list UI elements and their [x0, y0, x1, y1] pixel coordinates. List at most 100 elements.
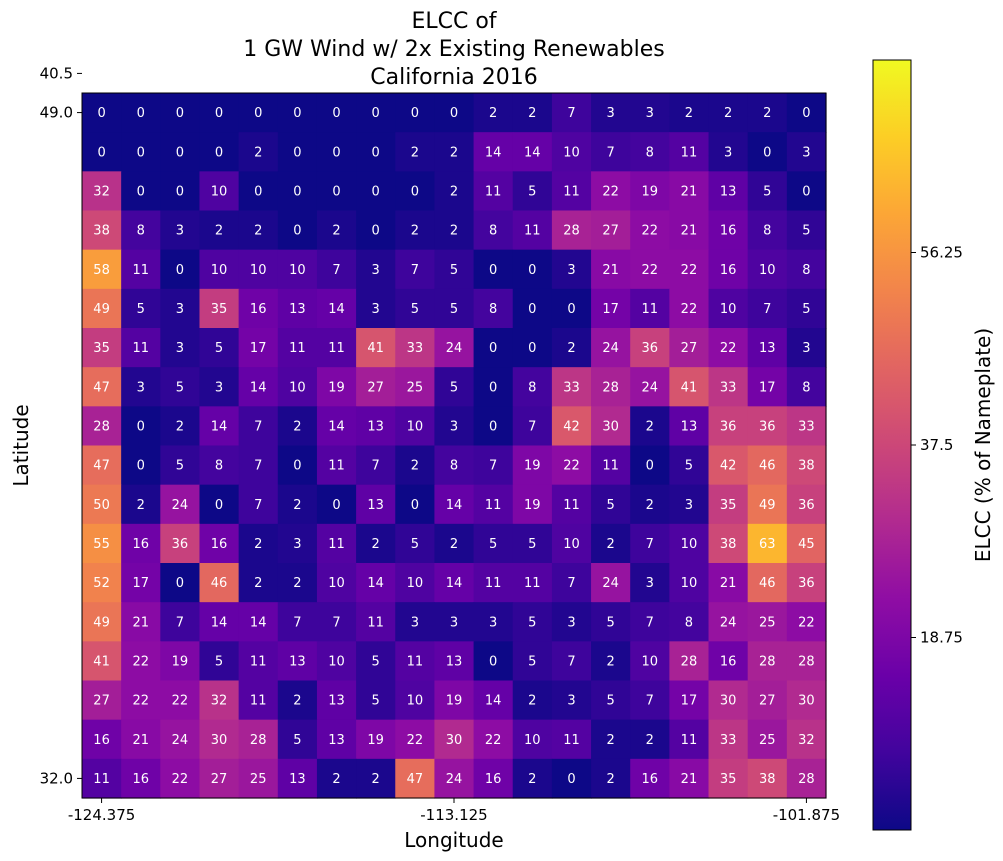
heatmap-cell: [160, 641, 201, 682]
cell-value-label: 13: [759, 341, 776, 356]
heatmap-cell: [708, 132, 749, 172]
heatmap-cell: [747, 563, 788, 603]
cell-value-label: 8: [137, 224, 145, 239]
cell-value-label: 2: [411, 224, 419, 239]
heatmap-cell: [395, 249, 436, 290]
cell-value-label: 10: [720, 302, 737, 317]
heatmap-cell: [277, 171, 318, 212]
heatmap-cell: [199, 641, 240, 682]
heatmap-cell: [277, 680, 318, 721]
cell-value-label: 2: [254, 224, 262, 239]
heatmap-cell: [747, 758, 788, 799]
cell-value-label: 22: [172, 694, 189, 709]
cell-value-label: 11: [485, 576, 502, 591]
heatmap-cell: [747, 680, 788, 721]
heatmap-cell: [316, 484, 357, 525]
heatmap-cell: [395, 367, 436, 407]
heatmap-cell: [591, 288, 631, 329]
cell-value-label: 0: [802, 106, 810, 121]
heatmap-cell: [473, 719, 514, 760]
heatmap-cell: [669, 93, 710, 133]
cell-value-label: 10: [328, 654, 345, 669]
heatmap-cell: [630, 171, 670, 212]
cell-value-label: 5: [411, 537, 419, 552]
heatmap-cell: [630, 210, 670, 251]
cell-value-label: 38: [720, 537, 737, 552]
cell-value-label: 3: [450, 615, 458, 630]
cell-value-label: 0: [293, 145, 301, 160]
cell-value-label: 5: [802, 302, 810, 317]
heatmap-cell: [512, 563, 553, 603]
heatmap-cell: [591, 406, 631, 447]
heatmap-cell: [160, 484, 201, 525]
cell-value-label: 0: [176, 263, 184, 278]
cell-value-label: 3: [567, 694, 575, 709]
cell-value-label: 14: [524, 145, 541, 160]
cell-value-label: 3: [567, 263, 575, 278]
heatmap-cell: [356, 171, 396, 212]
heatmap-cell: [356, 328, 396, 368]
heatmap-cell: [121, 445, 161, 486]
heatmap-cell: [786, 758, 827, 799]
cell-value-label: 14: [328, 302, 345, 317]
heatmap-cell: [669, 406, 710, 447]
heatmap-cell: [395, 328, 436, 368]
cell-value-label: 0: [293, 184, 301, 199]
cell-value-label: 16: [642, 772, 659, 787]
heatmap-cell: [160, 719, 201, 760]
cell-value-label: 19: [367, 733, 384, 748]
cell-value-label: 52: [93, 576, 110, 591]
heatmap-cell: [277, 406, 318, 447]
cell-value-label: 2: [489, 106, 497, 121]
cell-value-label: 0: [176, 576, 184, 591]
heatmap-cell: [669, 328, 710, 368]
cell-value-label: 11: [328, 459, 345, 474]
cell-value-label: 13: [681, 419, 698, 434]
heatmap-cell: [82, 406, 122, 447]
cell-value-label: 8: [215, 459, 223, 474]
heatmap-cell: [160, 563, 201, 603]
cell-value-label: 7: [372, 459, 380, 474]
cell-value-label: 7: [646, 694, 654, 709]
heatmap-cell: [356, 641, 396, 682]
heatmap-cell: [630, 132, 670, 172]
cell-value-label: 28: [798, 654, 815, 669]
cell-value-label: 10: [211, 184, 228, 199]
heatmap-cell: [316, 328, 357, 368]
cell-value-label: 2: [685, 106, 693, 121]
heatmap-cell: [747, 641, 788, 682]
heatmap-cell: [630, 758, 670, 799]
cell-value-label: 7: [254, 459, 262, 474]
heatmap-cell: [277, 132, 318, 172]
cell-value-label: 14: [328, 419, 345, 434]
heatmap-cell: [786, 171, 827, 212]
cell-value-label: 21: [132, 615, 149, 630]
cell-value-label: 2: [137, 498, 145, 513]
heatmap-cell: [669, 641, 710, 682]
cell-value-label: 21: [602, 263, 619, 278]
cell-value-label: 2: [254, 576, 262, 591]
cell-value-label: 0: [489, 341, 497, 356]
heatmap-cell: [591, 249, 631, 290]
cell-value-label: 8: [489, 302, 497, 317]
heatmap-cell: [395, 523, 436, 564]
heatmap-cell: [473, 680, 514, 721]
cell-value-label: 16: [485, 772, 502, 787]
cell-value-label: 35: [720, 498, 737, 513]
heatmap-cell: [591, 602, 631, 642]
heatmap-cell: [199, 523, 240, 564]
heatmap-cell: [591, 719, 631, 760]
cell-value-label: 10: [681, 576, 698, 591]
cell-value-label: 2: [372, 772, 380, 787]
heatmap-cell: [669, 719, 710, 760]
heatmap-cell: [512, 288, 553, 329]
cell-value-label: 2: [293, 498, 301, 513]
heatmap-cell: [551, 93, 592, 133]
cell-value-label: 13: [367, 419, 384, 434]
cell-value-label: 42: [563, 419, 580, 434]
cell-value-label: 24: [446, 772, 463, 787]
heatmap-cell: [512, 210, 553, 251]
cell-value-label: 0: [489, 419, 497, 434]
cell-value-label: 47: [407, 772, 424, 787]
heatmap-cell: [238, 641, 279, 682]
